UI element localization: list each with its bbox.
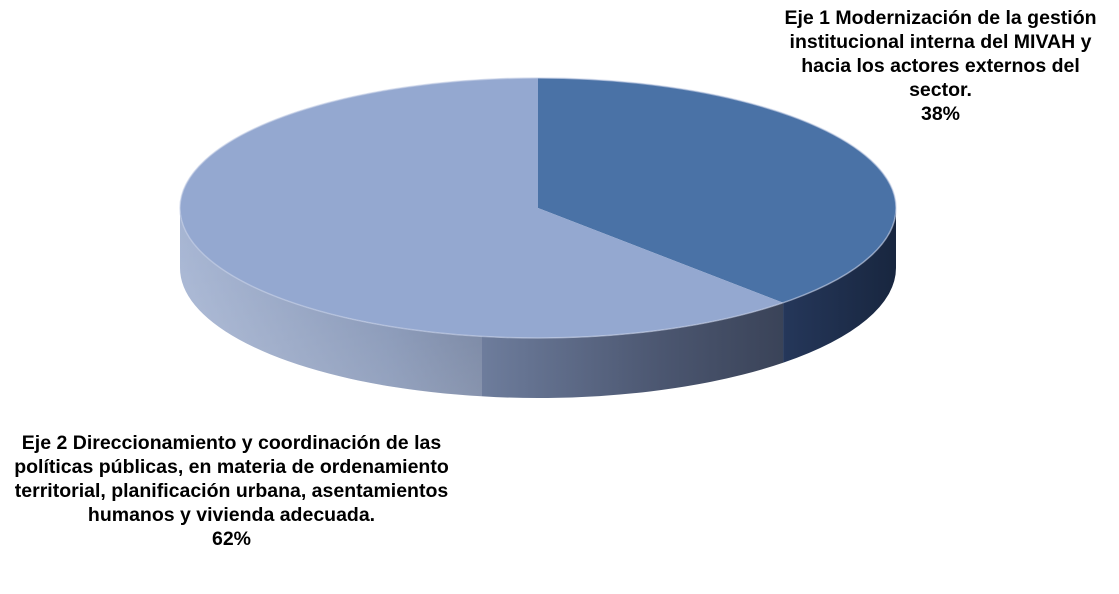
pie-slice-1 [538, 78, 897, 303]
pie-slice-2 [180, 78, 784, 338]
slice-label-eje-1: Eje 1 Modernización de la gestión instit… [768, 6, 1113, 126]
pie-rim-highlight [180, 208, 482, 397]
pie-side-1 [783, 208, 896, 363]
slice-label-eje-2: Eje 2 Direccionamiento y coordinación de… [0, 431, 463, 551]
slice-label-eje-1-percent: 38% [920, 103, 961, 125]
slice-label-eje-2-percent: 62% [211, 528, 252, 550]
pie-top-edge [179, 77, 897, 339]
slice-label-eje-2-text: Eje 2 Direccionamiento y coordinación de… [14, 432, 449, 526]
slice-label-eje-1-text: Eje 1 Modernización de la gestión instit… [784, 7, 1097, 101]
